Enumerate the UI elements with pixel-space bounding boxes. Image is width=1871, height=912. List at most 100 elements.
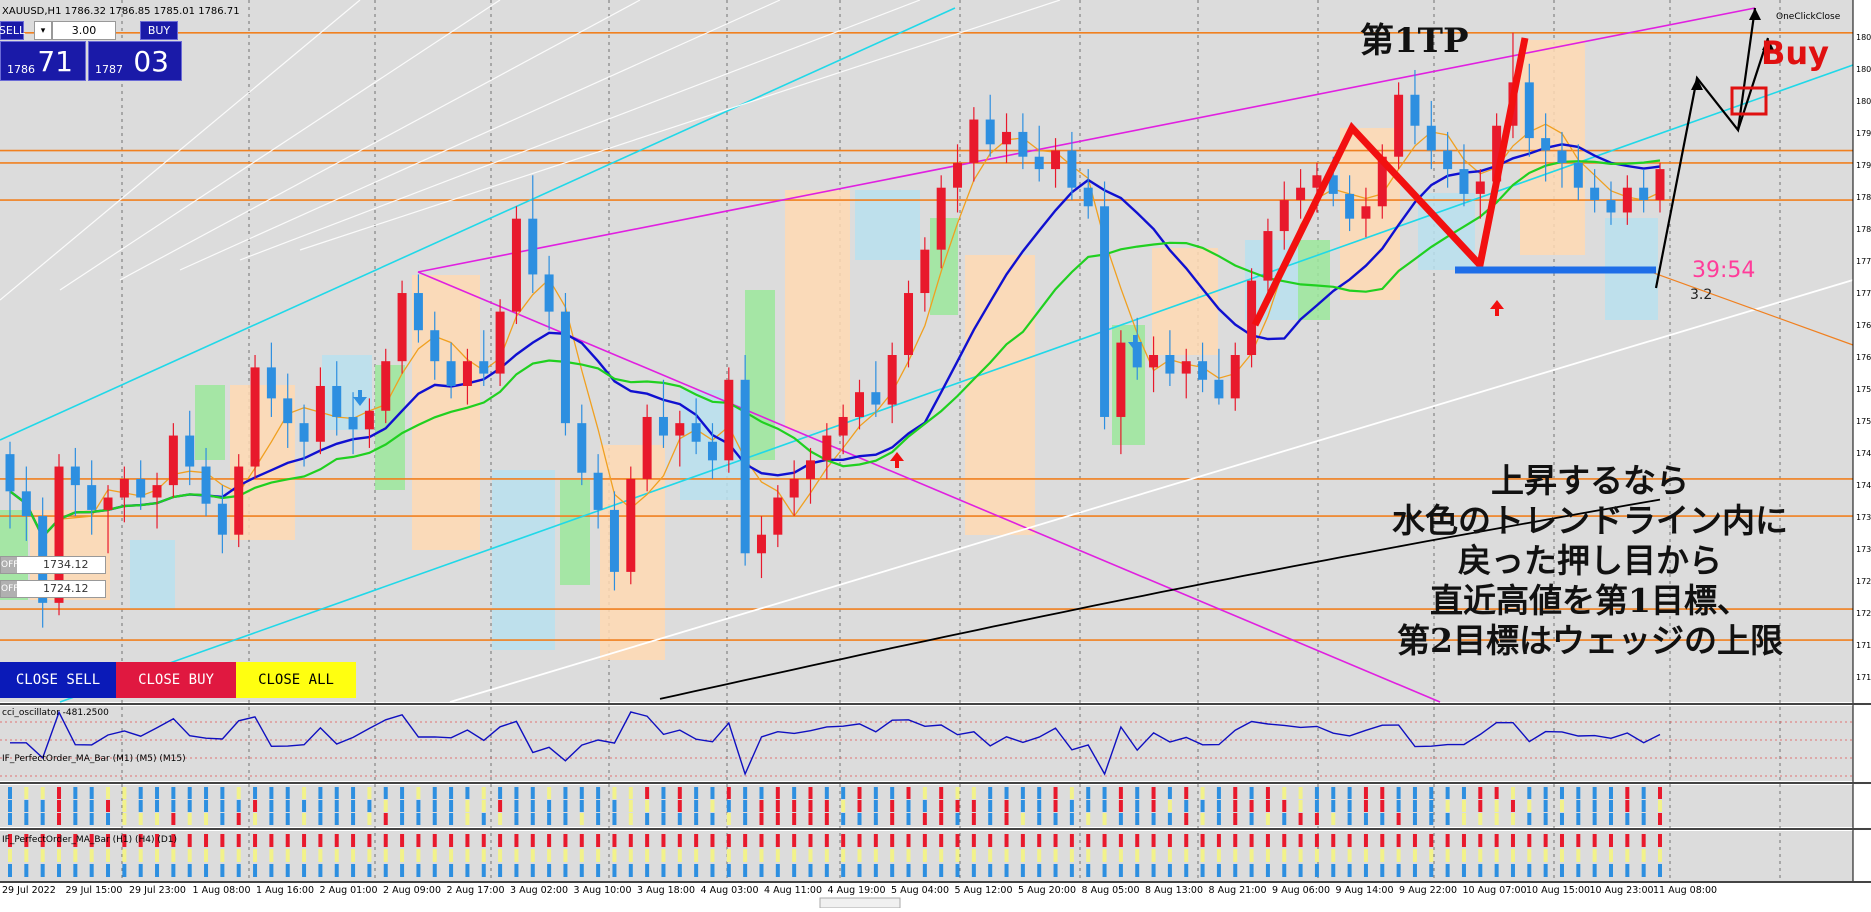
ma-bar-cell xyxy=(351,800,356,812)
close-buy-button[interactable]: CLOSE BUY xyxy=(116,662,236,698)
ma-bar-cell xyxy=(1037,800,1042,812)
ma-bar-cell xyxy=(759,834,764,847)
ma-bar-cell xyxy=(645,787,650,799)
ma-bar-cell xyxy=(694,800,699,812)
ma-bar-cell xyxy=(841,849,846,862)
ma-bar-cell xyxy=(775,849,780,862)
ma-bar-cell xyxy=(285,787,290,799)
ma-bar-cell xyxy=(73,800,78,812)
ma-bar-cell xyxy=(1412,864,1417,877)
ma-bar-cell xyxy=(318,834,323,847)
one-click-close-label[interactable]: OneClickClose xyxy=(1776,12,1841,22)
ma-bar-cell xyxy=(612,800,617,812)
ma-bar-cell xyxy=(57,864,62,877)
ma-bar-cell xyxy=(628,834,633,847)
highlight-zone xyxy=(492,470,555,650)
ma-bar-cell xyxy=(1494,849,1499,862)
ma-bar-cell xyxy=(579,800,584,812)
ma-bar-cell xyxy=(383,787,388,799)
candle-body xyxy=(1165,355,1175,374)
candle-body xyxy=(1100,206,1110,417)
candle-body xyxy=(332,385,342,417)
ma-bar-cell xyxy=(841,800,846,812)
ma-bar-cell xyxy=(269,834,274,847)
ma-bar-cell xyxy=(1216,787,1221,799)
sell-price[interactable]: 1786 71 xyxy=(0,41,86,81)
ma-bar-cell xyxy=(1004,800,1009,812)
ma-bar-cell xyxy=(1445,800,1450,812)
ma-bar-cell xyxy=(1510,813,1515,825)
ma-bar-cell xyxy=(1576,864,1581,877)
y-tick-label: 1755 xyxy=(1856,385,1871,394)
buy-button[interactable]: BUY xyxy=(140,21,178,40)
pending-order-1-toggle[interactable]: OFF xyxy=(1,557,18,573)
ma-bar-cell xyxy=(1478,864,1483,877)
ma-bar-cell xyxy=(155,800,160,812)
symbol-header: XAUUSD,H1 1786.32 1786.85 1785.01 1786.7… xyxy=(2,6,240,17)
x-tick-label: 8 Aug 13:00 xyxy=(1145,885,1203,896)
ma-bar-cell xyxy=(694,813,699,825)
ma-bar-cell xyxy=(1086,800,1091,812)
ma-bar-cell xyxy=(628,787,633,799)
ma-bar-cell xyxy=(1053,864,1058,877)
candle-body xyxy=(348,416,358,430)
ma-bar-cell xyxy=(1478,849,1483,862)
ma-bar-cell xyxy=(220,813,225,825)
close-sell-button[interactable]: CLOSE SELL xyxy=(0,662,116,698)
ma-bar-cell xyxy=(1020,787,1025,799)
ma-bar-cell xyxy=(710,787,715,799)
ma-bar-cell xyxy=(530,864,535,877)
ma-bar-cell xyxy=(792,813,797,825)
sell-button[interactable]: SELL xyxy=(0,21,25,40)
close-all-button[interactable]: CLOSE ALL xyxy=(236,662,356,698)
ma-bar-cell xyxy=(138,800,143,812)
ma-bar-cell xyxy=(1314,800,1319,812)
pending-order-1[interactable]: OFF 1734.12 xyxy=(0,556,106,574)
ma-bar-cell xyxy=(40,864,45,877)
ma-bar-cell xyxy=(1167,813,1172,825)
ma-bar-cell xyxy=(939,849,944,862)
candle-body xyxy=(887,355,897,405)
ma-bar-cell xyxy=(694,787,699,799)
ma-bar-cell xyxy=(481,864,486,877)
ma-bar-cell xyxy=(579,813,584,825)
ma-bar-cell xyxy=(302,787,307,799)
candle-body xyxy=(593,472,603,510)
y-tick-label: 1785 xyxy=(1856,193,1871,202)
ma-bar-cell xyxy=(628,800,633,812)
buy-price[interactable]: 1787 03 xyxy=(88,41,182,81)
candle-body xyxy=(1622,187,1632,213)
candle-body xyxy=(1051,150,1061,170)
ma-bar-cell xyxy=(939,834,944,847)
pending-order-2[interactable]: OFF 1724.12 xyxy=(0,580,106,598)
ma-bar-cell xyxy=(1412,787,1417,799)
highlight-zone xyxy=(195,385,225,460)
pending-order-2-toggle[interactable]: OFF xyxy=(1,581,18,597)
x-tick-label: 5 Aug 04:00 xyxy=(891,885,949,896)
lot-dropdown-icon[interactable]: ▾ xyxy=(34,21,52,40)
ma-bar-cell xyxy=(939,800,944,812)
ma-bar-cell xyxy=(694,864,699,877)
trade-panel: SELL ▾ 3.00 BUY 1786 71 1787 03 xyxy=(0,21,182,82)
ma-bar-cell xyxy=(334,849,339,862)
ma-bar-cell xyxy=(285,813,290,825)
ma-bar-cell xyxy=(1298,787,1303,799)
ma-line-slow xyxy=(9,159,1661,539)
ma-bar-cell xyxy=(1037,849,1042,862)
y-tick-label: 1800 xyxy=(1856,97,1871,106)
ma-bar-cell xyxy=(514,787,519,799)
lot-input[interactable]: 3.00 xyxy=(52,21,116,40)
ma-bar-cell xyxy=(1461,864,1466,877)
ma-bar-cell xyxy=(628,864,633,877)
ma-bar-cell xyxy=(955,800,960,812)
buy-price-big: 03 xyxy=(133,45,169,78)
x-tick-label: 1 Aug 08:00 xyxy=(193,885,251,896)
ma-bar-cell xyxy=(236,834,241,847)
ma-bar-cell xyxy=(1265,834,1270,847)
ma-bar-cell xyxy=(1658,800,1662,812)
ma-bar-cell xyxy=(1396,787,1401,799)
ma-bar-cell xyxy=(89,813,94,825)
x-tick-label: 2 Aug 01:00 xyxy=(320,885,378,896)
candle-body xyxy=(560,311,570,424)
